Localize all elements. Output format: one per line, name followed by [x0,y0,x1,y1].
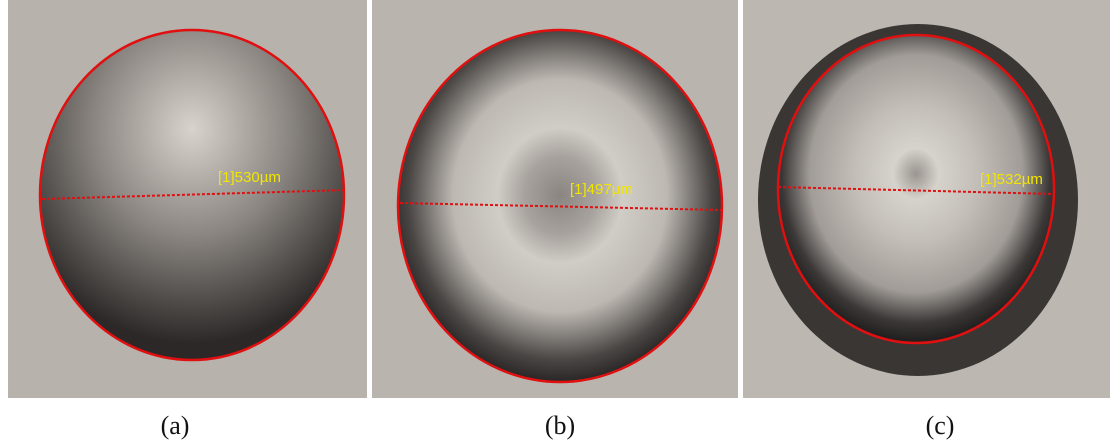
figure: [1]530µm (a) [1]497µm (b) [1]532µm (c) [0,0,1115,444]
measurement: [1]532µm [980,171,1043,188]
caption: (b) [545,411,575,440]
measurement: [1]497µm [570,181,633,198]
panel-c: [1]532µm (c) [743,0,1110,440]
panel-a: [1]530µm (a) [8,0,367,440]
measurement: [1]530µm [218,169,281,186]
panel-b: [1]497µm (b) [372,0,738,440]
caption: (c) [926,411,955,440]
caption: (a) [161,411,190,440]
